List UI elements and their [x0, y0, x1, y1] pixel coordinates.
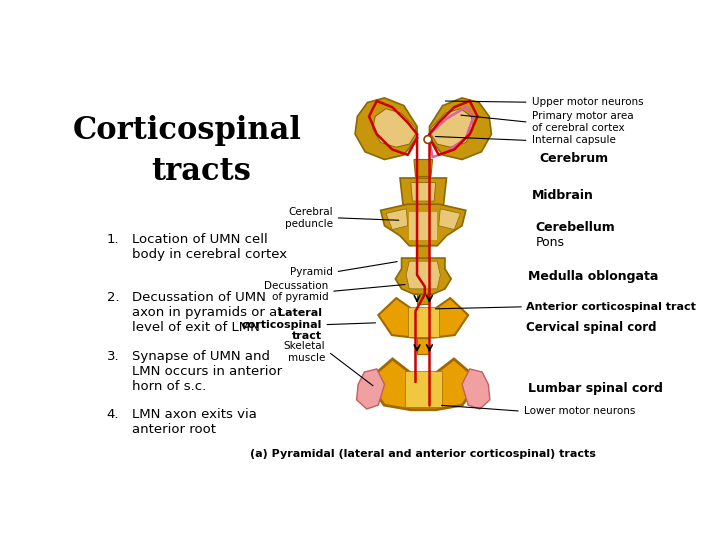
Text: Corticospinal: Corticospinal [73, 114, 302, 146]
Polygon shape [431, 109, 474, 147]
Text: Medulla oblongata: Medulla oblongata [528, 271, 658, 284]
Polygon shape [373, 109, 415, 147]
Text: Decussation of UMN
axon in pyramids or at
level of exit of LMN: Decussation of UMN axon in pyramids or a… [132, 292, 282, 334]
Text: Upper motor neurons: Upper motor neurons [532, 97, 644, 107]
Circle shape [424, 136, 432, 143]
Text: Synapse of UMN and
LMN occurs in anterior
horn of s.c.: Synapse of UMN and LMN occurs in anterio… [132, 349, 282, 393]
Polygon shape [400, 178, 446, 206]
Polygon shape [414, 159, 433, 177]
Polygon shape [417, 338, 429, 354]
Text: Cerebellum: Cerebellum [536, 221, 616, 234]
Text: Cerebrum: Cerebrum [539, 152, 608, 165]
Text: LMN axon exits via
anterior root: LMN axon exits via anterior root [132, 408, 257, 436]
Text: 1.: 1. [107, 233, 120, 246]
Text: (a) Pyramidal (lateral and anterior corticospinal) tracts: (a) Pyramidal (lateral and anterior cort… [251, 449, 596, 458]
Polygon shape [429, 98, 492, 159]
Text: Location of UMN cell
body in cerebral cortex: Location of UMN cell body in cerebral co… [132, 233, 287, 261]
Polygon shape [356, 369, 384, 409]
Text: Pyramid: Pyramid [290, 267, 333, 277]
Text: Decussation
of pyramid: Decussation of pyramid [264, 281, 328, 302]
Polygon shape [409, 212, 437, 240]
Text: tracts: tracts [152, 156, 251, 187]
Polygon shape [417, 294, 429, 304]
Polygon shape [415, 206, 431, 219]
Polygon shape [381, 204, 466, 246]
Text: Cervical spinal cord: Cervical spinal cord [526, 321, 657, 334]
Polygon shape [462, 369, 490, 409]
Polygon shape [438, 209, 461, 230]
Polygon shape [395, 258, 451, 294]
Text: Pons: Pons [536, 237, 564, 249]
Text: Primary motor area
of cerebral cortex: Primary motor area of cerebral cortex [532, 111, 634, 133]
Text: Lower motor neurons: Lower motor neurons [524, 406, 635, 416]
Text: 4.: 4. [107, 408, 120, 421]
Text: Midbrain: Midbrain [532, 190, 593, 202]
Polygon shape [408, 307, 438, 336]
Polygon shape [405, 372, 442, 407]
Text: Lateral
corticospinal
tract: Lateral corticospinal tract [241, 308, 322, 341]
Polygon shape [378, 298, 468, 338]
Polygon shape [386, 209, 408, 230]
Polygon shape [411, 183, 436, 201]
Text: 3.: 3. [107, 349, 120, 363]
Text: 2.: 2. [107, 292, 120, 305]
Text: Anterior corticospinal tract: Anterior corticospinal tract [526, 302, 696, 312]
Text: Lumbar spinal cord: Lumbar spinal cord [528, 382, 662, 395]
Polygon shape [367, 359, 479, 410]
Text: Cerebral
peduncle: Cerebral peduncle [284, 207, 333, 228]
Text: Internal capsule: Internal capsule [532, 136, 616, 145]
Text: Skeletal
muscle: Skeletal muscle [284, 341, 325, 362]
Polygon shape [417, 246, 429, 259]
Polygon shape [406, 261, 441, 289]
Polygon shape [355, 98, 417, 159]
